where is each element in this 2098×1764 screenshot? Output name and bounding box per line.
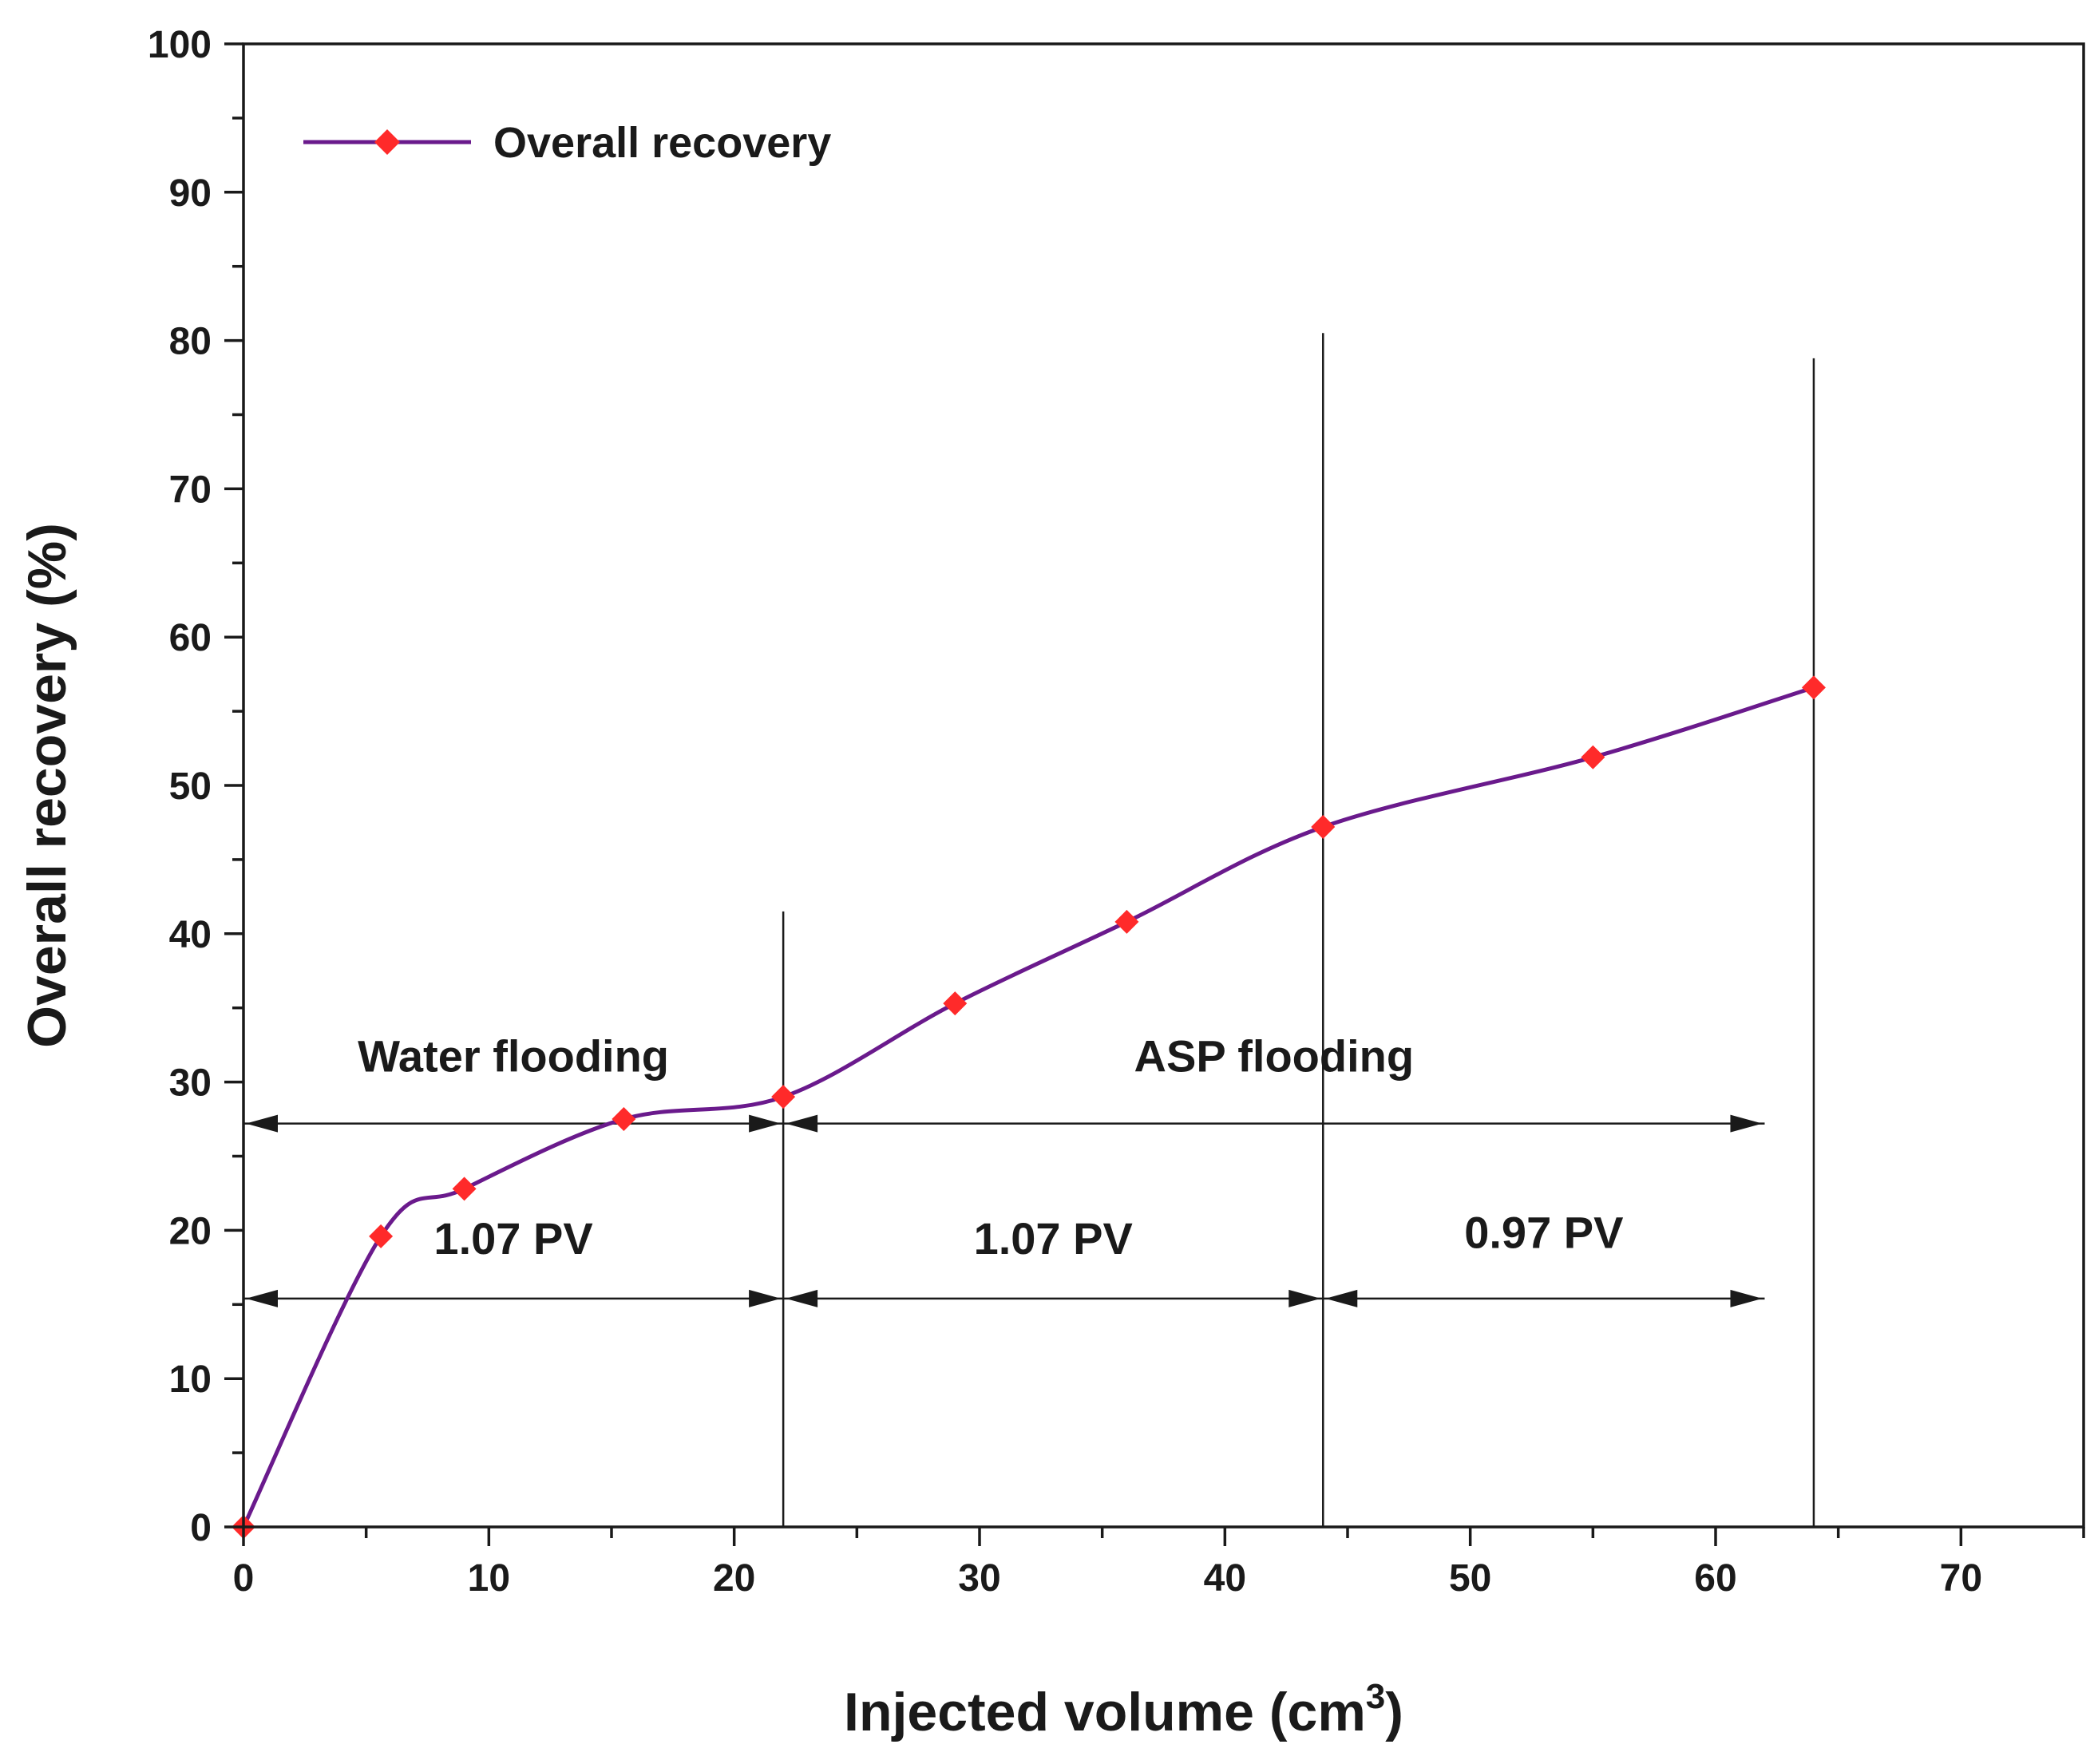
span-label: 1.07 PV [974, 1213, 1133, 1264]
x-tick-label: 10 [468, 1557, 510, 1600]
arrowhead-left [246, 1289, 278, 1307]
arrowhead-right [749, 1114, 782, 1133]
data-point-marker [1581, 745, 1605, 769]
y-tick-label: 90 [169, 172, 212, 215]
span-label: Water flooding [358, 1031, 669, 1082]
arrowhead-right [749, 1289, 782, 1307]
x-tick-label: 0 [233, 1557, 255, 1600]
x-axis-title: Injected volume (cm3) [844, 1677, 1403, 1742]
x-tick-label: 60 [1694, 1557, 1736, 1600]
data-point-marker [369, 1224, 394, 1248]
data-point-marker [1114, 909, 1139, 934]
annotation-lines: Water flooding ASP flooding 1.07 PV 1.07 PV… [243, 333, 1815, 1527]
x-tick-label: 30 [958, 1557, 1000, 1600]
arrowhead-left [246, 1114, 278, 1133]
y-tick-label: 0 [190, 1507, 212, 1549]
x-axis-title-main: Injected volume (cm [844, 1682, 1366, 1742]
legend: Overall recovery [303, 119, 831, 167]
arrowhead-left [786, 1289, 818, 1307]
x-tick-label: 20 [713, 1557, 755, 1600]
y-tick-label: 50 [169, 765, 212, 808]
plot-frame [242, 42, 2085, 1529]
data-point-marker [771, 1085, 796, 1109]
series-layer [232, 675, 1826, 1539]
data-point-marker [1311, 815, 1336, 840]
y-tick-label: 100 [148, 24, 212, 66]
y-tick-label: 60 [169, 617, 212, 659]
x-tick-label: 40 [1204, 1557, 1246, 1600]
series-line [241, 685, 1815, 1529]
y-tick-label: 80 [169, 321, 212, 363]
arrowhead-right [1730, 1289, 1763, 1307]
legend-diamond-marker [374, 129, 400, 155]
data-point-marker [943, 991, 968, 1016]
data-point-marker [1801, 675, 1826, 700]
arrowhead-right [1730, 1114, 1763, 1133]
arrowhead-left [1325, 1289, 1358, 1307]
span-label: 1.07 PV [433, 1213, 592, 1264]
tick-layer: 0 10 20 30 40 50 60 70 0 10 20 30 40 50 60 70 80 90 100 [148, 24, 2085, 1600]
y-tick-label: 20 [169, 1210, 212, 1252]
y-tick-label: 40 [169, 914, 212, 956]
span-label: 0.97 PV [1464, 1208, 1623, 1258]
y-axis-title: Overall recovery (%) [17, 523, 77, 1048]
axes [242, 42, 2085, 1529]
arrowhead-left [786, 1114, 818, 1133]
data-point-marker [452, 1177, 477, 1201]
y-tick-label: 30 [169, 1062, 212, 1105]
y-tick-label: 70 [169, 469, 212, 511]
x-tick-label: 50 [1449, 1557, 1491, 1600]
span-label: ASP flooding [1134, 1031, 1415, 1082]
arrowhead-right [1288, 1289, 1321, 1307]
y-tick-label: 10 [169, 1359, 212, 1401]
legend-label: Overall recovery [493, 119, 831, 167]
x-axis-title-superscript: 3 [1366, 1677, 1385, 1716]
data-point-marker [612, 1107, 636, 1132]
x-tick-label: 70 [1940, 1557, 1982, 1600]
x-axis-title-close: ) [1385, 1682, 1403, 1742]
